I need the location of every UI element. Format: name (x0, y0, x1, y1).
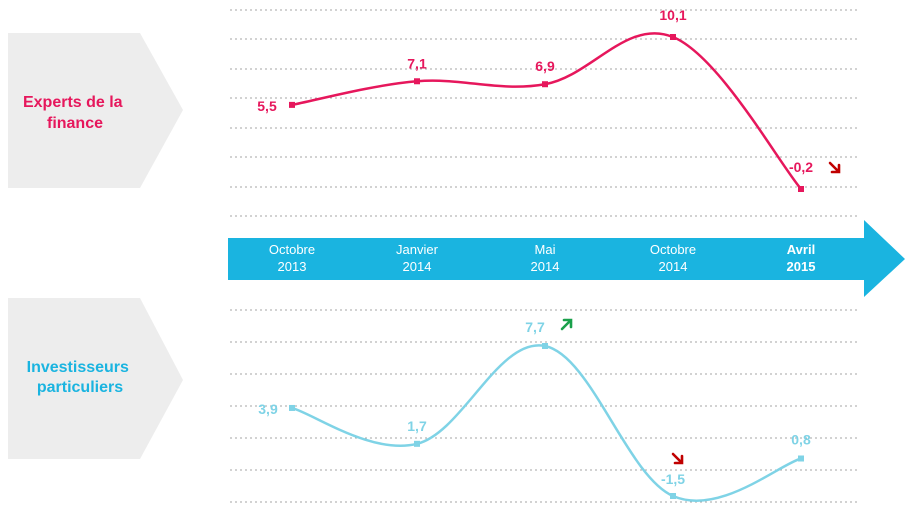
time-axis-ticks: Octobre 2013 Janvier 2014 Mai 2014 Octobre 2014… (269, 242, 816, 274)
tick-label: Octobre (269, 242, 315, 257)
experts-panel-label: Experts de la finance (23, 94, 127, 132)
trend-up-icon (560, 318, 573, 331)
data-point (414, 440, 420, 447)
investors-gridlines (230, 309, 860, 503)
experts-panel (8, 33, 183, 188)
data-label: 7,7 (525, 319, 545, 335)
tick-label: 2014 (403, 259, 432, 274)
data-label: -1,5 (661, 471, 685, 487)
series-line (291, 344, 802, 502)
tick-label: 2014 (659, 259, 688, 274)
data-point (289, 101, 295, 108)
series-experts: 5,5 7,1 6,9 10,1 -0,2 (257, 7, 841, 192)
investors-label-line1: Investisseurs (27, 359, 129, 376)
tick-label: Octobre (650, 242, 696, 257)
data-label: 7,1 (407, 55, 427, 71)
data-label: -0,2 (789, 159, 813, 175)
data-label: 1,7 (407, 418, 427, 434)
investors-panel (8, 298, 183, 459)
data-label: 0,8 (791, 432, 811, 448)
trend-down-icon (671, 452, 684, 465)
series-line (291, 32, 802, 190)
tick-label: Mai (535, 242, 556, 257)
data-label: 10,1 (659, 7, 686, 23)
series-investors: 3,9 1,7 7,7 -1,5 0,8 (258, 318, 811, 502)
data-point (542, 343, 548, 349)
data-point (798, 455, 804, 462)
investors-panel-label: Investisseurs particuliers (27, 359, 134, 396)
trend-down-icon (828, 161, 841, 174)
time-axis-arrow (228, 220, 905, 297)
tick-label: 2014 (531, 259, 560, 274)
data-label: 5,5 (257, 98, 277, 114)
experts-gridlines (230, 9, 860, 217)
tick-label: Janvier (396, 242, 439, 257)
experts-label-line1: Experts de la (23, 94, 123, 111)
data-label: 3,9 (258, 401, 278, 417)
experts-label-line2: finance (47, 115, 103, 132)
data-point (414, 78, 420, 85)
data-label: 6,9 (535, 58, 555, 74)
data-point (670, 493, 676, 499)
tick-label: 2015 (787, 259, 816, 274)
tick-label: Avril (787, 242, 815, 257)
data-point (289, 404, 295, 411)
data-point (798, 186, 804, 192)
tick-label: 2013 (278, 259, 307, 274)
investors-label-line2: particuliers (37, 379, 123, 396)
data-point (670, 34, 676, 40)
data-point (542, 81, 548, 88)
